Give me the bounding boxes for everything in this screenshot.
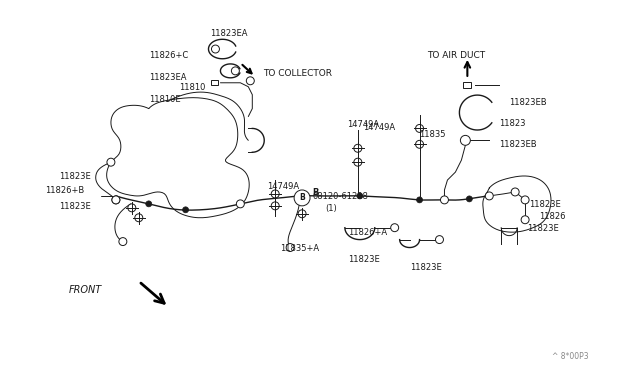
Circle shape — [357, 193, 363, 199]
Circle shape — [286, 244, 294, 251]
Bar — [463, 82, 471, 88]
Circle shape — [182, 207, 189, 213]
Text: 11823EA: 11823EA — [211, 29, 248, 38]
Text: 11810: 11810 — [179, 83, 205, 92]
Text: (1): (1) — [325, 204, 337, 213]
Text: 11823E: 11823E — [59, 202, 91, 211]
Circle shape — [467, 196, 472, 202]
Circle shape — [415, 140, 424, 148]
Text: 14749A: 14749A — [268, 182, 300, 191]
Text: ^ 8*00P3: ^ 8*00P3 — [552, 352, 589, 361]
Circle shape — [511, 188, 519, 196]
Text: 11826+A: 11826+A — [348, 228, 387, 237]
Circle shape — [521, 196, 529, 204]
Text: 11826+B: 11826+B — [45, 186, 84, 195]
Text: 08120-61228: 08120-61228 — [312, 192, 368, 201]
Text: 11835+A: 11835+A — [280, 244, 319, 253]
Text: 11823E: 11823E — [529, 200, 561, 209]
Circle shape — [435, 235, 444, 244]
Circle shape — [112, 196, 120, 204]
Circle shape — [128, 204, 136, 212]
Circle shape — [246, 77, 254, 85]
Circle shape — [237, 201, 243, 207]
Text: 11826+C: 11826+C — [148, 51, 188, 60]
Text: 11823EB: 11823EB — [509, 98, 547, 107]
Circle shape — [297, 193, 303, 199]
Circle shape — [415, 125, 424, 132]
Bar — [211, 80, 218, 85]
Circle shape — [119, 238, 127, 246]
Text: TO COLLECTOR: TO COLLECTOR — [263, 69, 332, 78]
Text: TO AIR DUCT: TO AIR DUCT — [428, 51, 486, 60]
Text: 11823EA: 11823EA — [148, 73, 186, 82]
Text: 11823E: 11823E — [527, 224, 559, 233]
Text: 11835: 11835 — [420, 131, 446, 140]
Text: 11810E: 11810E — [148, 95, 180, 104]
Circle shape — [112, 196, 120, 204]
Text: 14749A: 14749A — [363, 124, 395, 132]
Text: B: B — [312, 189, 319, 198]
Text: 11823E: 11823E — [59, 172, 91, 181]
Circle shape — [294, 190, 310, 206]
Circle shape — [485, 192, 493, 200]
Text: 14749A: 14749A — [347, 121, 379, 129]
Text: 11823EB: 11823EB — [499, 140, 537, 149]
Text: 11826: 11826 — [539, 212, 566, 221]
Circle shape — [232, 67, 239, 75]
Text: 11823E: 11823E — [348, 256, 380, 264]
Circle shape — [417, 197, 422, 203]
Text: 11823: 11823 — [499, 119, 525, 128]
Circle shape — [390, 224, 399, 232]
Circle shape — [271, 190, 279, 198]
Circle shape — [460, 135, 470, 145]
Circle shape — [271, 202, 279, 210]
Circle shape — [135, 214, 143, 222]
Circle shape — [107, 158, 115, 166]
Circle shape — [440, 196, 449, 204]
Circle shape — [354, 158, 362, 166]
Circle shape — [146, 201, 152, 207]
Circle shape — [521, 216, 529, 224]
Circle shape — [298, 210, 306, 218]
Circle shape — [236, 200, 244, 208]
Text: B: B — [300, 193, 305, 202]
Circle shape — [354, 144, 362, 152]
Text: FRONT: FRONT — [69, 285, 102, 295]
Text: 11823E: 11823E — [410, 263, 442, 272]
Circle shape — [211, 45, 220, 53]
